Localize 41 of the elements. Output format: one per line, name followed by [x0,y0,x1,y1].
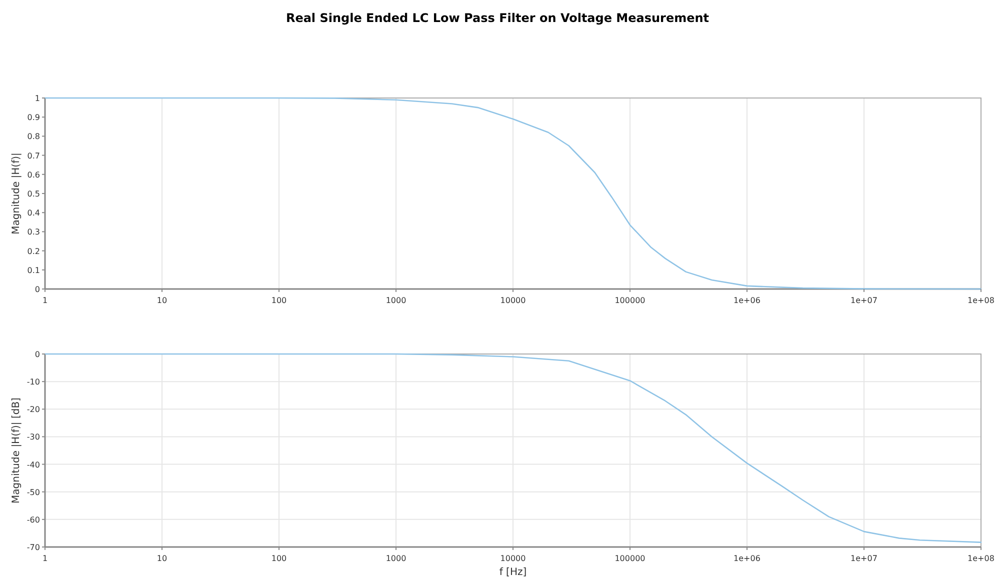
x-tick-label: 10000 [500,296,526,305]
x-tick-label: 1 [42,554,48,563]
x-tick-label: 1000 [386,554,406,563]
x-tick-label: 100 [271,296,287,305]
x-tick-label: 1e+07 [850,554,878,563]
y-tick-label: 0.3 [27,228,40,237]
x-tick-label: 10000 [500,554,526,563]
x-tick-label: 1e+07 [850,296,878,305]
y-tick-label: -10 [26,378,40,387]
x-tick-label: 1000 [386,296,406,305]
chart-title: Real Single Ended LC Low Pass Filter on Voltage Measurement [286,11,710,25]
x-tick-label: 1e+06 [734,296,760,305]
x-axis-title: f [Hz] [499,567,527,578]
x-tick-label: 1 [42,296,48,305]
y-tick-label: 1 [34,94,40,103]
y-tick-label: 0.5 [27,190,40,198]
x-tick-label: 100000 [614,296,646,305]
y-tick-label: -40 [26,460,40,470]
x-tick-label: 1e+06 [734,554,760,563]
y-tick-label: 0.2 [27,246,40,256]
x-tick-label: 100 [271,554,287,563]
y-axis-title: Magnitude |H(f)| [11,152,22,234]
y-tick-label: 0.1 [27,266,40,275]
y-tick-label: -20 [26,405,40,414]
y-tick-label: -50 [26,488,40,497]
y-tick-label: 0 [34,285,40,294]
x-tick-label: 100000 [614,554,646,563]
y-tick-label: 0 [34,350,40,359]
y-tick-label: -60 [26,515,40,524]
y-tick-label: -30 [26,432,40,442]
x-tick-label: 10 [156,554,168,563]
y-tick-label: 0.4 [27,208,40,218]
x-tick-label: 1e+08 [968,554,994,563]
y-tick-label: 0.6 [27,170,40,180]
y-tick-label: 0.9 [27,113,40,122]
y-tick-label: -70 [26,543,40,552]
y-tick-label: 0.8 [27,132,40,142]
y-tick-label: 0.7 [27,151,40,160]
y-axis-title: Magnitude |H(f)| [dB] [11,397,22,504]
x-tick-label: 10 [156,296,168,305]
x-tick-label: 1e+08 [968,296,994,305]
